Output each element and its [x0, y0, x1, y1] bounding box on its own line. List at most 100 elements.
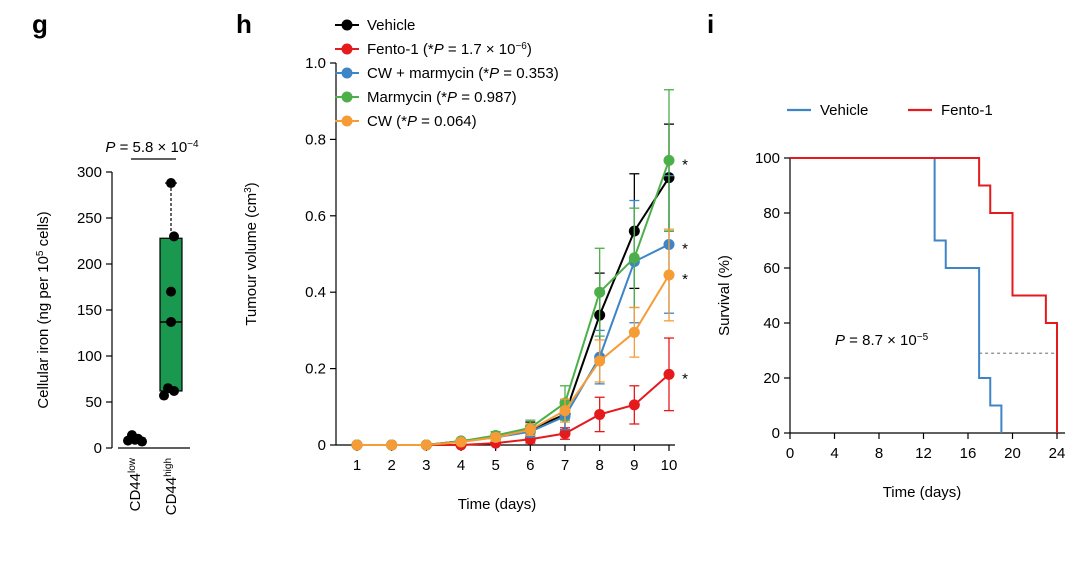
h-data-point — [663, 269, 675, 281]
i-legend-entry: Fento-1 — [908, 102, 993, 119]
h-data-point — [559, 405, 571, 417]
g-point — [130, 434, 140, 445]
i-series-vehicle — [790, 157, 1003, 433]
h-legend-label: Fento-1 (*P = 1.7 × 10−6) — [367, 41, 532, 59]
g-category-label: CD44high — [163, 458, 181, 515]
h-x-tick-label: 1 — [353, 457, 361, 474]
i-y-axis-label: Survival (%) — [716, 255, 733, 336]
h-data-point — [594, 408, 606, 420]
h-x-axis-label: Time (days) — [458, 496, 537, 513]
h-data-point — [386, 439, 398, 451]
i-x-tick-label: 12 — [915, 445, 932, 462]
g-point — [166, 316, 176, 327]
h-legend-label: Marmycin (*P = 0.987) — [367, 89, 517, 106]
h-x-tick-label: 3 — [422, 457, 430, 474]
h-series-line — [357, 243, 670, 446]
h-data-point — [628, 252, 640, 264]
g-pvalue-label: P = 5.8 × 10−4 — [105, 139, 199, 157]
h-legend-entry: CW + marmycin (*P = 0.353) — [335, 65, 559, 82]
h-series-line — [357, 177, 670, 446]
i-y-tick-label: 80 — [763, 205, 780, 222]
g-point — [169, 385, 179, 396]
h-legend-entry: CW (*P = 0.064) — [335, 113, 477, 130]
i-x-tick-label: 20 — [1004, 445, 1021, 462]
h-legend-label: CW (*P = 0.064) — [367, 113, 477, 130]
i-legend-label: Vehicle — [820, 102, 868, 119]
i-series-fento-1 — [790, 157, 1058, 433]
h-significance-star: * — [682, 240, 688, 257]
i-pvalue-label: P = 8.7 × 10−5 — [835, 332, 929, 350]
h-legend-entry: Marmycin (*P = 0.987) — [335, 89, 517, 106]
h-data-point — [594, 286, 606, 298]
h-y-tick-label: 0 — [318, 437, 326, 454]
h-data-point — [594, 355, 606, 367]
h-x-tick-label: 4 — [457, 457, 465, 474]
h-y-tick-label: 1.0 — [305, 55, 326, 72]
h-x-tick-label: 9 — [630, 457, 638, 474]
h-data-point — [455, 436, 467, 448]
g-y-axis-label: Cellular iron (ng per 105 cells) — [35, 211, 53, 408]
i-x-tick-label: 0 — [786, 445, 794, 462]
g-y-tick-label: 100 — [77, 348, 102, 365]
h-series-line — [357, 274, 670, 446]
g-point — [159, 390, 169, 401]
h-data-point — [420, 439, 432, 451]
i-x-tick-label: 24 — [1049, 445, 1066, 462]
h-data-point — [524, 424, 536, 436]
h-legend-label: Vehicle — [367, 17, 415, 34]
i-y-tick-label: 20 — [763, 370, 780, 387]
g-y-tick-label: 300 — [77, 164, 102, 181]
h-legend-label: CW + marmycin (*P = 0.353) — [367, 65, 559, 82]
i-x-tick-label: 4 — [830, 445, 838, 462]
g-y-tick-label: 0 — [94, 440, 102, 457]
h-x-tick-label: 6 — [526, 457, 534, 474]
i-x-tick-label: 8 — [875, 445, 883, 462]
panel-letter-h: h — [236, 9, 252, 39]
h-y-tick-label: 0.6 — [305, 208, 326, 225]
h-data-point — [663, 154, 675, 166]
h-x-tick-label: 2 — [387, 457, 395, 474]
h-series-cw: * — [351, 228, 688, 451]
i-legend-label: Fento-1 — [941, 102, 993, 119]
i-x-axis-label: Time (days) — [883, 484, 962, 501]
g-point — [166, 178, 176, 189]
panel-g-box-plot: 0 50 100 150 200 250 300 Cellular iron (ng per … — [35, 139, 200, 516]
g-point — [169, 231, 179, 242]
i-y-tick-label: 100 — [755, 150, 780, 167]
i-legend-entry: Vehicle — [787, 102, 868, 119]
h-data-point — [628, 399, 640, 411]
i-y-tick-label: 60 — [763, 260, 780, 277]
h-legend-marker — [341, 115, 353, 127]
h-legend-marker — [341, 67, 353, 79]
h-data-point — [663, 368, 675, 380]
h-y-tick-label: 0.2 — [305, 361, 326, 378]
h-series-line — [357, 160, 670, 446]
h-y-axis-label: Tumour volume (cm3) — [243, 182, 261, 325]
i-y-tick-label: 40 — [763, 315, 780, 332]
g-y-tick-label: 150 — [77, 302, 102, 319]
h-data-point — [524, 433, 536, 445]
h-legend-entry: Fento-1 (*P = 1.7 × 10−6) — [335, 41, 532, 59]
panel-letter-g: g — [32, 9, 48, 39]
g-y-tick-label: 50 — [85, 394, 102, 411]
h-y-tick-label: 0.4 — [305, 284, 326, 301]
g-point — [166, 286, 176, 297]
h-data-point — [351, 439, 363, 451]
h-legend-marker — [341, 19, 353, 31]
h-significance-star: * — [682, 370, 688, 387]
i-y-tick-label: 0 — [772, 425, 780, 442]
h-legend-entry: Vehicle — [335, 17, 415, 34]
panel-letter-i: i — [707, 9, 714, 39]
g-box-high — [159, 237, 183, 392]
panel-i-survival-chart: 0 20 40 60 80 100 0 4 8 12 16 20 24 Time (days) Surviv… — [716, 102, 1065, 501]
h-x-tick-label: 7 — [561, 457, 569, 474]
h-x-tick-label: 8 — [595, 457, 603, 474]
h-x-tick-label: 5 — [491, 457, 499, 474]
panel-h-line-chart: 0 0.2 0.4 0.6 0.8 1.0 1 2 3 4 5 6 7 8 9 10 Time (days) Tu… — [243, 17, 689, 513]
h-series-marmycin: * — [351, 89, 688, 451]
h-y-tick-label: 0.8 — [305, 131, 326, 148]
h-significance-star: * — [682, 271, 688, 288]
g-category-label: CD44low — [127, 457, 145, 511]
g-y-tick-label: 250 — [77, 210, 102, 227]
